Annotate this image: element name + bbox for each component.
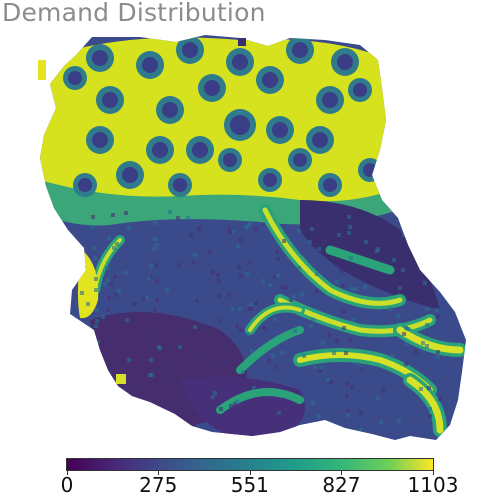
colorbar-tick-label: 827 bbox=[322, 473, 361, 497]
colorbar-tick-mark bbox=[433, 471, 434, 475]
colorbar-tick-label: 551 bbox=[230, 473, 269, 497]
map-title: Demand Distribution bbox=[2, 0, 266, 27]
colorbar-tick-label: 275 bbox=[139, 473, 178, 497]
colorbar-tick-mark bbox=[341, 471, 343, 475]
island-north bbox=[238, 38, 246, 46]
colorbar-tick-label: 1103 bbox=[407, 473, 459, 497]
colorbar-tick-mark bbox=[158, 471, 160, 475]
heatmap-svg bbox=[38, 35, 466, 440]
colorbar-tick-mark bbox=[67, 471, 68, 475]
colorbar-tick-mark bbox=[249, 471, 251, 475]
colorbar-ticks: 0 275 551 827 1103 bbox=[0, 471, 500, 500]
island-south-west bbox=[116, 374, 126, 384]
heatmap-region bbox=[40, 35, 466, 440]
demand-heatmap bbox=[38, 35, 466, 440]
colorbar-tick-label: 0 bbox=[60, 473, 74, 497]
island-north-west bbox=[38, 60, 46, 80]
northern-pockets bbox=[63, 36, 382, 197]
colorbar bbox=[66, 458, 434, 471]
